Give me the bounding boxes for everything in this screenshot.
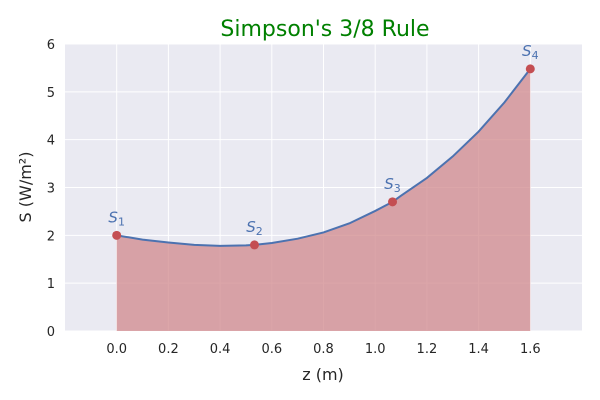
- x-tick-label: 1.6: [520, 342, 541, 357]
- sample-point: [525, 64, 535, 74]
- point-label: S4: [522, 42, 539, 62]
- chart-title: Simpson's 3/8 Rule: [220, 17, 429, 42]
- sample-points: [112, 64, 535, 250]
- y-tick-label: 2: [47, 229, 55, 244]
- y-tick-label: 4: [47, 134, 55, 149]
- area-fill: [116, 68, 531, 331]
- x-tick-label: 1.0: [365, 342, 386, 357]
- sample-point: [249, 240, 259, 250]
- point-label: S2: [246, 218, 263, 238]
- x-tick-label: 0.4: [210, 342, 231, 357]
- sample-point: [388, 197, 398, 207]
- x-tick-label: 0.6: [261, 342, 282, 357]
- point-label: S1: [108, 208, 125, 228]
- y-axis-label: S (W/m²): [16, 152, 35, 223]
- y-tick-label: 3: [47, 182, 55, 197]
- x-axis-label: z (m): [302, 365, 344, 384]
- x-tick-label: 1.2: [417, 342, 438, 357]
- curve-line: [116, 68, 532, 247]
- y-tick-label: 6: [47, 38, 55, 53]
- y-tick-label: 5: [47, 86, 55, 101]
- y-tick-labels: 0 1 2 3 4 5 6: [47, 38, 55, 340]
- y-tick-label: 0: [47, 325, 55, 340]
- x-tick-label: 0.8: [313, 342, 334, 357]
- x-tick-labels: 0.0 0.2 0.4 0.6 0.8 1.0 1.2 1.4 1.6: [106, 342, 540, 357]
- point-label: S3: [384, 175, 401, 195]
- point-annotations: S1 S2 S3 S4: [108, 42, 538, 238]
- y-tick-label: 1: [47, 277, 55, 292]
- x-tick-label: 0.0: [106, 342, 127, 357]
- sample-point: [112, 230, 122, 240]
- x-tick-label: 0.2: [158, 342, 179, 357]
- x-tick-label: 1.4: [468, 342, 489, 357]
